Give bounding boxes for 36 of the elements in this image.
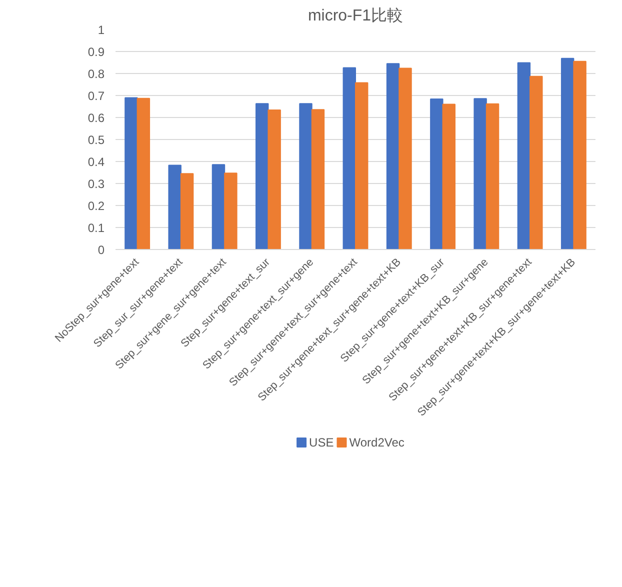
bar <box>474 98 487 250</box>
y-tick-label: 0 <box>98 243 105 257</box>
bar <box>124 97 138 250</box>
y-tick-label: 0.8 <box>88 67 105 81</box>
bar <box>560 58 574 250</box>
bar <box>386 63 400 250</box>
bar <box>180 173 194 250</box>
bar <box>136 98 150 250</box>
bar <box>486 103 500 250</box>
legend-label: Word2Vec <box>349 436 404 450</box>
bar <box>268 110 281 250</box>
bar <box>299 103 312 250</box>
bar <box>517 62 531 250</box>
legend-label: USE <box>309 436 334 450</box>
y-tick-label: 0.6 <box>88 111 105 125</box>
y-tick-label: 1 <box>98 23 105 37</box>
bar <box>442 104 456 250</box>
bar <box>342 67 356 250</box>
y-tick-label: 0.9 <box>88 45 105 59</box>
bar <box>530 76 543 250</box>
bar <box>430 98 444 250</box>
bar <box>355 82 368 250</box>
y-tick-label: 0.2 <box>88 199 105 213</box>
chart-title: micro-F1比較 <box>308 6 404 24</box>
bar <box>224 172 238 250</box>
bar <box>212 164 226 250</box>
y-tick-label: 0.4 <box>88 155 105 169</box>
bar <box>311 109 325 250</box>
bar <box>398 68 412 250</box>
y-tick-label: 0.3 <box>88 177 105 191</box>
y-tick-label: 0.1 <box>88 221 105 235</box>
bar <box>573 60 586 250</box>
y-tick-label: 0.7 <box>88 89 105 103</box>
y-tick-label: 0.5 <box>88 133 105 147</box>
bar <box>256 103 269 250</box>
bar <box>168 164 182 250</box>
